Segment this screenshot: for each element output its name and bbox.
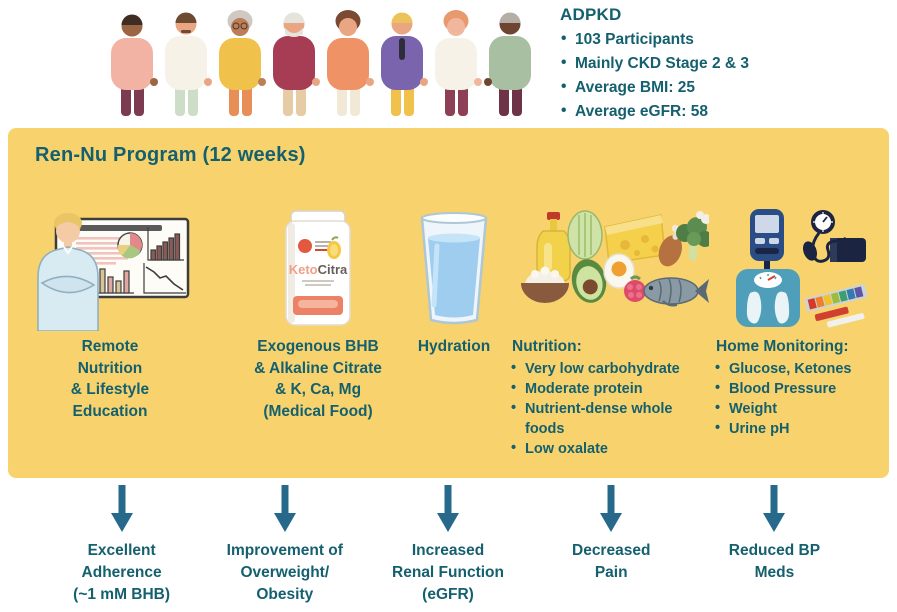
down-arrow-icon bbox=[273, 485, 296, 532]
adpkd-bullet-list: 103 Participants Mainly CKD Stage 2 & 3 … bbox=[560, 27, 880, 124]
avocado-glyph bbox=[571, 259, 607, 303]
monitoring-heading: Home Monitoring: bbox=[716, 338, 849, 355]
ph-strips-glyph bbox=[804, 284, 868, 328]
person-7 bbox=[435, 10, 482, 116]
outcome-pain: Decreased Pain bbox=[530, 485, 693, 606]
monitoring-list: Glucose, Ketones Blood Pressure Weight U… bbox=[714, 358, 886, 439]
educator-figure bbox=[37, 213, 99, 331]
glucose-meter-glyph bbox=[750, 209, 784, 272]
adpkd-summary: ADPKD 103 Participants Mainly CKD Stage … bbox=[560, 5, 880, 124]
patient-group-icon bbox=[111, 10, 531, 116]
person-4 bbox=[273, 12, 320, 116]
down-arrow-icon bbox=[763, 485, 786, 532]
adpkd-bullet: Mainly CKD Stage 2 & 3 bbox=[560, 51, 880, 76]
outcome-adherence: Excellent Adherence (~1 mM BHB) bbox=[40, 485, 203, 606]
adpkd-title: ADPKD bbox=[560, 5, 622, 24]
outcome-bp-meds: Reduced BP Meds bbox=[693, 485, 856, 606]
person-3 bbox=[219, 10, 266, 116]
broccoli-glyph bbox=[676, 211, 709, 261]
scale-glyph bbox=[736, 269, 800, 327]
education-label: Remote Nutrition & Lifestyle Education bbox=[70, 338, 150, 420]
hydration-label: Hydration bbox=[417, 338, 491, 355]
outcome-label: Excellent Adherence (~1 mM BHB) bbox=[73, 542, 171, 603]
monitoring-item: Blood Pressure bbox=[714, 378, 886, 399]
water-glass-icon bbox=[420, 212, 488, 325]
remote-education-icon bbox=[37, 213, 190, 331]
down-arrow-icon bbox=[110, 485, 133, 532]
adpkd-bullet: 103 Participants bbox=[560, 27, 880, 52]
down-arrow-icon bbox=[437, 485, 459, 532]
lemon-glyph bbox=[327, 236, 341, 259]
nutrition-heading: Nutrition: bbox=[512, 338, 582, 355]
program-column-hydration: Hydration bbox=[398, 204, 510, 358]
person-2 bbox=[165, 12, 212, 116]
nutrition-list: Very low carbohydrate Moderate protein N… bbox=[510, 358, 712, 459]
line-chart-glyph bbox=[143, 263, 186, 294]
person-5 bbox=[327, 10, 374, 116]
ketocitra-label: Exogenous BHB & Alkaline Citrate & K, Ca… bbox=[254, 338, 382, 420]
lettuce-glyph bbox=[567, 210, 603, 260]
program-panel: Ren-Nu Program (12 weeks) bbox=[8, 128, 889, 478]
whole-foods-icon bbox=[521, 210, 709, 307]
nutrition-item: Low oxalate bbox=[510, 438, 712, 459]
outcome-label: Reduced BP Meds bbox=[728, 542, 821, 581]
egg-glyph bbox=[603, 253, 635, 289]
pie-chart-glyph bbox=[117, 232, 143, 259]
ketocitra-jar-icon: KetoCitra bbox=[285, 210, 351, 326]
adpkd-bullet: Average BMI: 25 bbox=[560, 75, 880, 100]
outcome-renal-function: Increased Renal Function (eGFR) bbox=[366, 485, 529, 606]
nutrition-item: Nutrient-dense whole foods bbox=[510, 398, 712, 439]
home-monitoring-icon bbox=[736, 209, 868, 328]
outcomes-row: Excellent Adherence (~1 mM BHB) Improvem… bbox=[40, 485, 856, 606]
person-6 bbox=[381, 12, 428, 116]
program-column-ketocitra: KetoCitra Exogenous BHB & Alkaline Citra… bbox=[234, 204, 402, 422]
person-1 bbox=[111, 14, 158, 116]
person-8 bbox=[484, 12, 531, 116]
outcome-label: Decreased Pain bbox=[572, 542, 651, 581]
raspberry-glyph bbox=[624, 275, 646, 302]
outcome-label: Increased Renal Function (eGFR) bbox=[392, 542, 504, 603]
ketocitra-brand-text: KetoCitra bbox=[289, 262, 348, 277]
program-column-monitoring: Home Monitoring: Glucose, Ketones Blood … bbox=[714, 204, 886, 439]
adpkd-bullet: Average eGFR: 58 bbox=[560, 99, 880, 124]
fish-glyph bbox=[643, 277, 709, 307]
outcome-label: Improvement of Overweight/ Obesity bbox=[226, 542, 343, 603]
bar-chart-glyph bbox=[147, 227, 184, 261]
bp-monitor-glyph bbox=[802, 210, 866, 263]
rice-bowl-glyph bbox=[521, 266, 569, 303]
program-column-nutrition: Nutrition: Very low carbohydrate Moderat… bbox=[510, 204, 712, 459]
monitoring-item: Urine pH bbox=[714, 418, 886, 439]
outcome-weight: Improvement of Overweight/ Obesity bbox=[203, 485, 366, 606]
monitoring-item: Glucose, Ketones bbox=[714, 358, 886, 379]
down-arrow-icon bbox=[600, 485, 623, 532]
nutrition-item: Moderate protein bbox=[510, 378, 712, 399]
monitoring-item: Weight bbox=[714, 398, 886, 419]
nutrition-item: Very low carbohydrate bbox=[510, 358, 712, 379]
cheese-glyph bbox=[604, 214, 666, 264]
program-title: Ren-Nu Program (12 weeks) bbox=[35, 144, 306, 166]
program-column-education: Remote Nutrition & Lifestyle Education bbox=[20, 204, 200, 422]
